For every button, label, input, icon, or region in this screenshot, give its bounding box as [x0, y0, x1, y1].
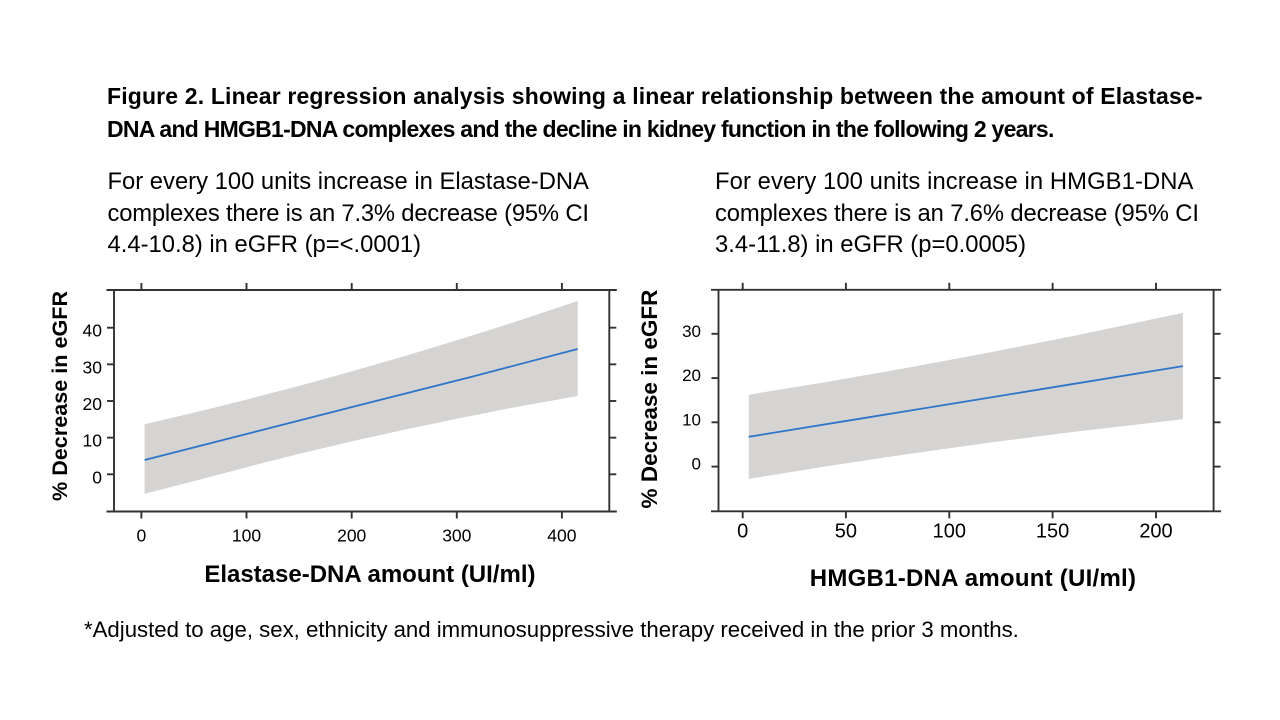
svg-text:Elastase-DNA amount (UI/ml): Elastase-DNA amount (UI/ml)	[204, 561, 535, 588]
svg-text:200: 200	[1139, 521, 1172, 543]
svg-text:0: 0	[737, 521, 748, 543]
svg-text:400: 400	[547, 525, 576, 545]
svg-text:0: 0	[692, 455, 701, 474]
svg-text:150: 150	[1036, 521, 1069, 543]
svg-text:50: 50	[835, 521, 857, 543]
svg-text:10: 10	[83, 431, 103, 451]
svg-text:100: 100	[232, 525, 261, 545]
svg-text:30: 30	[682, 322, 701, 341]
svg-text:HMGB1-DNA amount (UI/ml): HMGB1-DNA amount (UI/ml)	[810, 565, 1136, 592]
svg-text:200: 200	[337, 525, 366, 545]
svg-text:300: 300	[442, 525, 471, 545]
svg-text:20: 20	[83, 394, 103, 414]
svg-text:0: 0	[137, 525, 147, 545]
svg-text:10: 10	[682, 410, 701, 429]
svg-text:20: 20	[682, 366, 701, 385]
svg-text:40: 40	[83, 321, 103, 341]
svg-text:100: 100	[933, 521, 966, 543]
svg-text:0: 0	[92, 467, 102, 487]
svg-text:30: 30	[83, 357, 103, 377]
